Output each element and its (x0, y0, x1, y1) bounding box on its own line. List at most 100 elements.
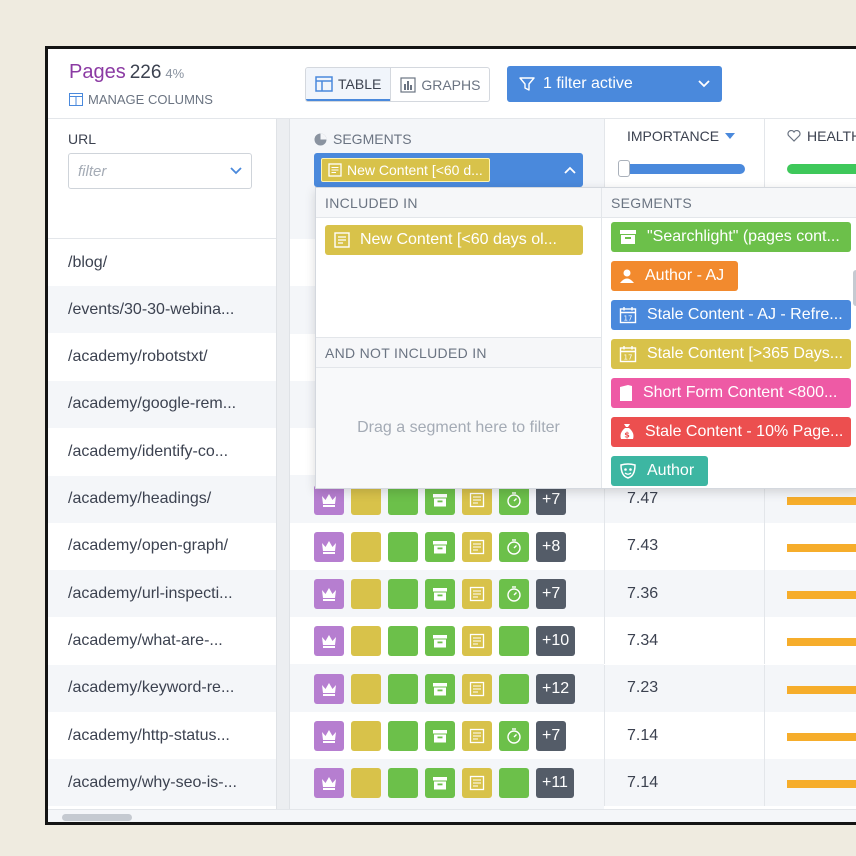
table-row[interactable]: /academy/open-graph/ +8 7.43 (48, 522, 856, 570)
crown-icon[interactable] (314, 531, 344, 562)
document-icon[interactable] (462, 626, 492, 657)
tab-table[interactable]: TABLE (306, 68, 391, 101)
included-in-dropzone[interactable]: New Content [<60 days ol... (316, 218, 601, 338)
url-cell[interactable]: /academy/url-inspecti... (48, 570, 276, 618)
segment-badge[interactable] (388, 484, 418, 515)
url-cell[interactable]: /academy/why-seo-is-... (48, 759, 276, 807)
segment-badge[interactable] (499, 626, 529, 657)
url-cell[interactable]: /academy/robotstxt/ (68, 348, 208, 366)
table-row[interactable]: /academy/url-inspecti... +7 7.36 (48, 570, 856, 618)
segment-badge[interactable] (351, 579, 381, 610)
more-segments-badge[interactable]: +7 (536, 579, 567, 610)
segment-option[interactable]: Author (611, 456, 709, 486)
archive-icon[interactable] (425, 579, 455, 610)
segment-badge[interactable] (499, 768, 529, 799)
more-segments-badge[interactable]: +10 (536, 626, 576, 657)
crown-icon[interactable] (314, 579, 344, 610)
stopwatch-icon[interactable] (499, 721, 529, 751)
segment-badge[interactable] (388, 768, 418, 799)
scrollbar-thumb[interactable] (62, 814, 132, 821)
person-icon (619, 268, 635, 284)
document-icon[interactable] (462, 768, 492, 799)
not-included-dropzone[interactable]: Drag a segment here to filter (316, 368, 601, 488)
segment-badge[interactable] (388, 626, 418, 657)
table-row[interactable]: /academy/http-status... +7 7.14 (48, 712, 856, 759)
segment-option[interactable]: Short Form Content <800... (611, 378, 851, 408)
segment-badge[interactable] (499, 673, 529, 704)
url-cell[interactable]: /academy/open-graph/ (68, 537, 229, 555)
importance-range-slider[interactable] (618, 160, 745, 177)
document-icon[interactable] (462, 673, 492, 704)
url-cell[interactable]: /academy/keyword-re... (48, 664, 276, 712)
url-cell[interactable]: /academy/what-are-... (68, 631, 223, 649)
url-cell[interactable]: /events/30-30-webina... (48, 286, 276, 334)
health-cell (764, 570, 856, 618)
url-cell[interactable]: /blog/ (68, 253, 108, 271)
page-title-text: Pages (69, 61, 126, 83)
url-cell[interactable]: /academy/google-rem... (48, 380, 276, 428)
selected-segment-label: New Content [<60 d... (347, 162, 483, 178)
segments-select[interactable]: New Content [<60 d... (314, 153, 583, 187)
segment-option[interactable]: Author - AJ (611, 261, 739, 291)
segment-badge[interactable] (351, 721, 381, 751)
segment-badge[interactable] (351, 484, 381, 515)
health-column-header[interactable]: HEALTH (764, 119, 856, 239)
document-icon[interactable] (462, 579, 492, 610)
stopwatch-icon[interactable] (499, 484, 529, 515)
horizontal-scrollbar[interactable] (48, 809, 856, 822)
segment-badge[interactable] (388, 673, 418, 704)
crown-icon[interactable] (314, 721, 344, 751)
more-segments-badge[interactable]: +12 (536, 673, 576, 704)
selected-segment-chip[interactable]: New Content [<60 d... (321, 158, 490, 182)
included-segment-pill[interactable]: New Content [<60 days ol... (325, 225, 583, 255)
url-cell[interactable]: /academy/http-status... (68, 726, 230, 744)
table-row[interactable]: /academy/keyword-re... +12 7.23 (48, 664, 856, 712)
segment-badge[interactable] (351, 531, 381, 562)
segment-option[interactable]: 17 Stale Content - AJ - Refre... (611, 300, 851, 330)
url-cell[interactable]: /academy/headings/ (48, 475, 276, 523)
table-row[interactable]: /academy/why-seo-is-... +11 7.14 (48, 759, 856, 807)
segment-badge[interactable] (351, 626, 381, 657)
segment-badge[interactable] (351, 673, 381, 704)
range-handle[interactable] (618, 160, 630, 177)
archive-icon[interactable] (425, 721, 455, 751)
stopwatch-icon[interactable] (499, 531, 529, 562)
segment-option[interactable]: "Searchlight" (pages cont... (611, 222, 851, 252)
document-icon[interactable] (462, 531, 492, 562)
crown-icon[interactable] (314, 673, 344, 704)
segment-badge[interactable] (388, 531, 418, 562)
segment-option[interactable]: 17 Stale Content [>365 Days... (611, 339, 851, 369)
tab-graphs[interactable]: GRAPHS (391, 68, 489, 101)
importance-column-header[interactable]: IMPORTANCE (604, 119, 764, 239)
segment-badge[interactable] (388, 721, 418, 751)
more-segments-badge[interactable]: +7 (536, 484, 567, 515)
url-filter-input[interactable]: filter (68, 153, 252, 189)
document-icon[interactable] (462, 721, 492, 751)
crown-icon[interactable] (314, 626, 344, 657)
stopwatch-icon[interactable] (499, 579, 529, 610)
archive-icon[interactable] (425, 484, 455, 515)
crown-icon[interactable] (314, 768, 344, 799)
url-cell[interactable]: /academy/identify-co... (68, 442, 229, 460)
archive-icon[interactable] (425, 626, 455, 657)
funnel-icon (519, 77, 535, 91)
segment-badge[interactable] (388, 579, 418, 610)
table-row[interactable]: /academy/what-are-... +10 7.34 (48, 617, 856, 665)
column-resize-divider[interactable] (276, 119, 290, 822)
more-segments-badge[interactable]: +7 (536, 721, 567, 751)
segment-option[interactable]: $ Stale Content - 10% Page... (611, 417, 851, 447)
segment-badge[interactable] (351, 768, 381, 799)
filter-button[interactable]: 1 filter active (507, 66, 722, 102)
vertical-scrollbar[interactable] (853, 270, 856, 306)
crown-icon[interactable] (314, 484, 344, 515)
segment-option-label: Author (647, 462, 695, 479)
manage-columns-link[interactable]: MANAGE COLUMNS (69, 92, 213, 107)
archive-icon[interactable] (425, 673, 455, 704)
more-segments-badge[interactable]: +11 (536, 768, 574, 799)
archive-icon[interactable] (425, 768, 455, 799)
more-segments-badge[interactable]: +8 (536, 531, 567, 562)
archive-icon[interactable] (425, 531, 455, 562)
health-range-slider[interactable] (787, 164, 856, 174)
document-icon[interactable] (462, 484, 492, 515)
svg-text:17: 17 (624, 315, 633, 323)
